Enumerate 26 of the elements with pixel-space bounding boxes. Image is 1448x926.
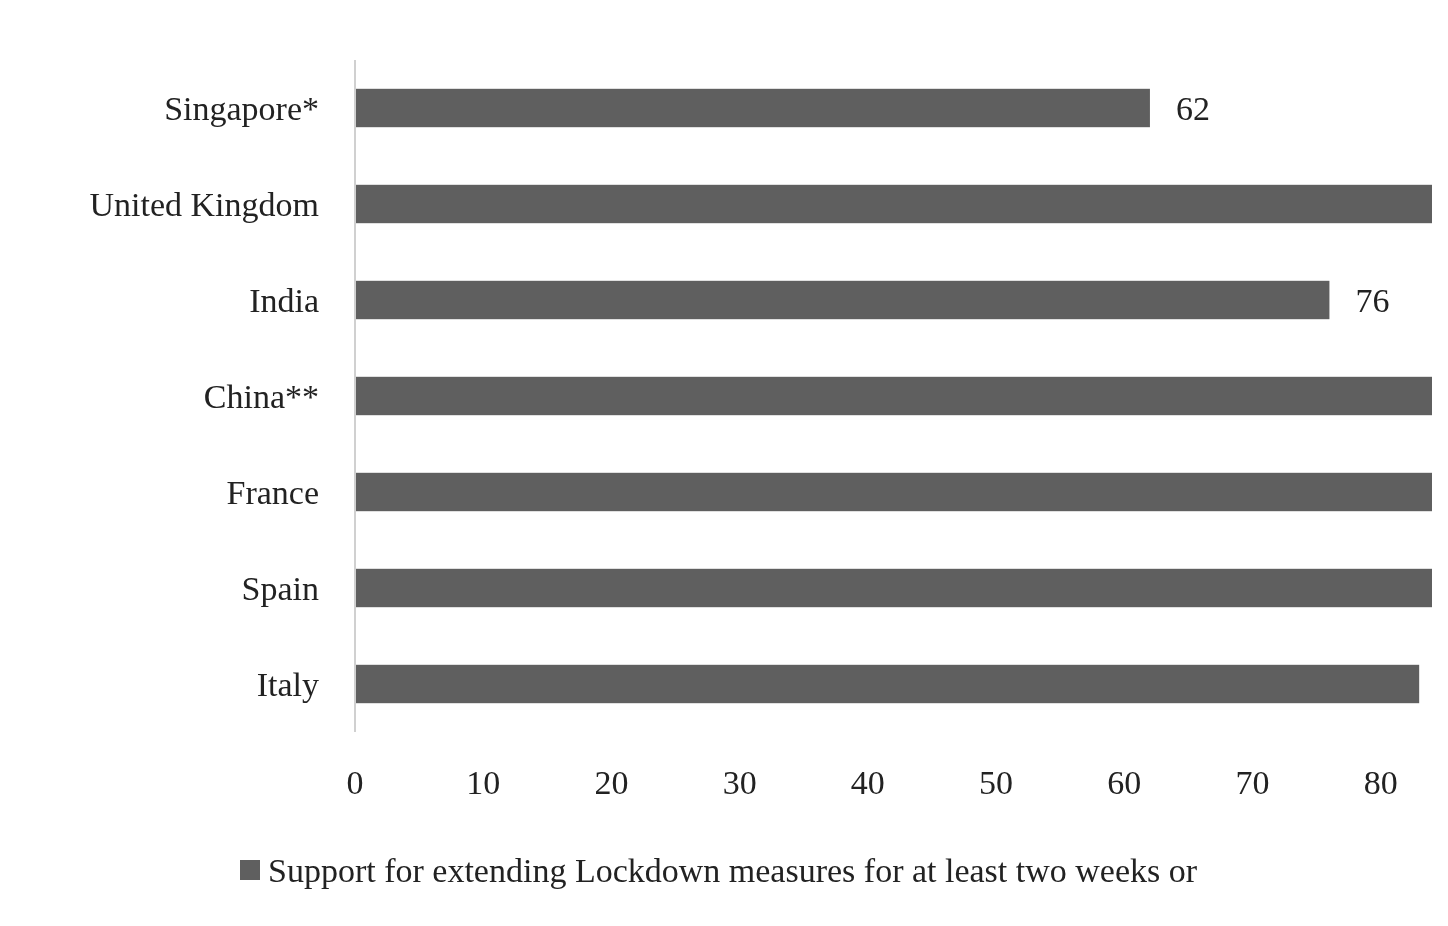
y-tick-label: United Kingdom: [89, 185, 319, 223]
y-tick-label: Spain: [241, 569, 319, 607]
y-tick-label: India: [249, 281, 319, 319]
x-tick-label: 70: [1235, 763, 1270, 801]
y-tick-label: France: [226, 473, 319, 511]
data-label: 62: [1175, 89, 1210, 127]
y-tick-label: China**: [203, 377, 319, 415]
bar: [355, 184, 1432, 224]
data-label: 76: [1355, 281, 1390, 319]
x-tick-label: 80: [1363, 763, 1398, 801]
bar: [355, 664, 1420, 704]
bar: [355, 376, 1432, 416]
y-tick-label: Singapore*: [164, 89, 319, 127]
bar: [355, 280, 1330, 320]
bar: [355, 568, 1432, 608]
x-tick-label: 0: [346, 763, 364, 801]
x-tick-label: 10: [466, 763, 501, 801]
x-tick-label: 50: [979, 763, 1014, 801]
x-tick-label: 20: [594, 763, 629, 801]
bar: [355, 88, 1150, 128]
x-tick-label: 30: [722, 763, 757, 801]
legend-label: Support for extending Lockdown measures for at least two weeks or: [268, 851, 1198, 889]
x-tick-label: 40: [850, 763, 885, 801]
bar: [355, 472, 1432, 512]
x-tick-label: 60: [1107, 763, 1142, 801]
y-tick-label: Italy: [256, 665, 319, 703]
